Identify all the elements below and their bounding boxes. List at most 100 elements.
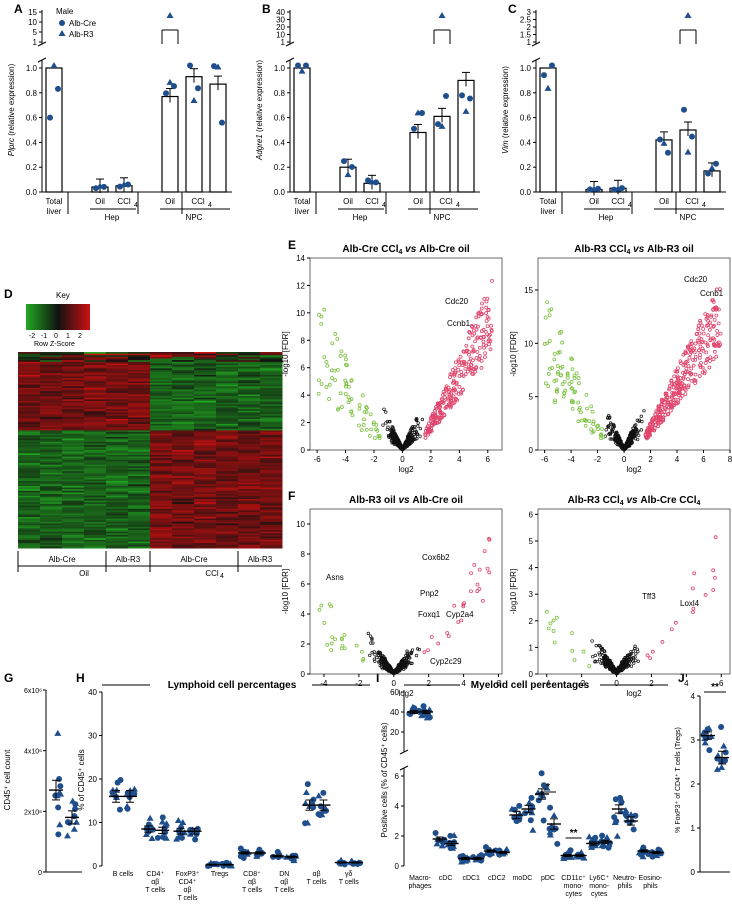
- heatmap-cell: [216, 510, 239, 513]
- heatmap-cell: [216, 405, 239, 409]
- x-tick-label: 8: [728, 455, 732, 464]
- heatmap-cell: [40, 386, 63, 389]
- heatmap-cell: [84, 536, 107, 539]
- heatmap-cell: [18, 458, 41, 461]
- heatmap-cell: [194, 505, 217, 508]
- heatmap-cell: [128, 476, 151, 479]
- x-label: Oil: [165, 197, 175, 206]
- point-ns: [623, 657, 627, 662]
- heatmap-cell: [216, 503, 239, 507]
- data-point: [145, 821, 152, 828]
- heatmap-cell: [238, 466, 261, 469]
- heatmap-cell: [194, 401, 217, 404]
- y-tick-label: 2x10⁶: [24, 809, 42, 816]
- point-up: [459, 391, 464, 396]
- point-up: [665, 400, 670, 405]
- x-label: T cells: [145, 887, 166, 894]
- heatmap-cell: [238, 454, 261, 458]
- data-point: [443, 92, 449, 99]
- heatmap-cell: [216, 386, 239, 389]
- point-up: [461, 604, 466, 609]
- x-label: CD11c⁺: [561, 875, 586, 882]
- heatmap-cell: [172, 499, 195, 502]
- heatmap-cell: [18, 536, 41, 539]
- heatmap-cell: [260, 368, 283, 371]
- heatmap-cell: [150, 541, 173, 544]
- heatmap-cell: [238, 458, 261, 461]
- heatmap-cell: [84, 438, 107, 441]
- heatmap-cell: [106, 392, 129, 395]
- point-down: [344, 382, 349, 387]
- heatmap-cell: [84, 376, 107, 379]
- heatmap-cell: [260, 544, 283, 547]
- point-up: [658, 408, 663, 413]
- point-up: [437, 420, 441, 424]
- heatmap-cell: [150, 448, 173, 451]
- point-ns: [632, 429, 636, 433]
- heatmap-cell: [238, 432, 261, 435]
- point-down: [554, 388, 559, 393]
- heatmap-cell: [128, 356, 151, 360]
- data-point: [158, 818, 166, 825]
- point-down: [591, 422, 596, 426]
- heatmap-cell: [18, 441, 41, 444]
- heatmap-cell: [40, 409, 63, 412]
- heatmap-cell: [62, 526, 85, 529]
- y-tick-label: 6x10⁶: [24, 688, 42, 695]
- heatmap-cell: [40, 484, 63, 487]
- heatmap-cell: [84, 454, 107, 458]
- heatmap-cell: [84, 459, 107, 462]
- point-down: [335, 367, 340, 372]
- point-up: [461, 602, 466, 607]
- heatmap-cell: [260, 366, 283, 369]
- heatmap-cell: [106, 520, 129, 523]
- heatmap-cell: [216, 433, 239, 436]
- x-label: cytes: [591, 891, 608, 898]
- heatmap-cell: [62, 490, 85, 493]
- point-up: [677, 388, 682, 393]
- heatmap-cell: [40, 534, 63, 538]
- heatmap-cell: [40, 401, 63, 404]
- y-tick-label: 2: [301, 640, 306, 649]
- heatmap-cell: [128, 450, 151, 453]
- heatmap-cell: [172, 441, 195, 444]
- heatmap-cell: [172, 402, 195, 405]
- heatmap-cell: [128, 546, 151, 549]
- heatmap-cell: [150, 381, 173, 384]
- heatmap-cell: [18, 443, 41, 446]
- heatmap-cell: [106, 374, 129, 377]
- heatmap-cell: [150, 463, 173, 466]
- heatmap-cell: [172, 414, 195, 417]
- heatmap-cell: [62, 410, 85, 413]
- heatmap-cell: [106, 516, 129, 520]
- heatmap-cell: [62, 505, 85, 508]
- data-point: [547, 804, 554, 811]
- heatmap-cell: [18, 446, 41, 449]
- point-up: [692, 571, 697, 576]
- heatmap-cell: [128, 353, 151, 356]
- heatmap-cell: [260, 445, 283, 448]
- point-up: [678, 359, 683, 364]
- heatmap-cell: [128, 446, 151, 449]
- heatmap-cell: [238, 384, 261, 387]
- y-tick-label: 6: [301, 364, 306, 373]
- point-down: [362, 410, 367, 414]
- point-ns: [631, 656, 636, 660]
- data-point: [600, 843, 607, 850]
- heatmap-cell: [62, 528, 85, 531]
- heatmap-cell: [18, 389, 41, 392]
- heatmap-cell: [238, 531, 261, 534]
- point-down: [347, 398, 352, 402]
- y-tick-label: 0: [529, 446, 534, 455]
- point-down: [342, 633, 347, 637]
- col-label: Alb-Cre: [180, 555, 208, 564]
- heatmap-cell: [40, 365, 63, 368]
- heatmap-cell: [128, 392, 151, 395]
- heatmap-cell: [18, 361, 41, 364]
- heatmap-cell: [128, 464, 151, 467]
- point-up: [690, 586, 695, 591]
- key-tick-label: -1: [41, 333, 47, 340]
- heatmap-cell: [40, 363, 63, 366]
- heatmap-cell: [172, 427, 195, 430]
